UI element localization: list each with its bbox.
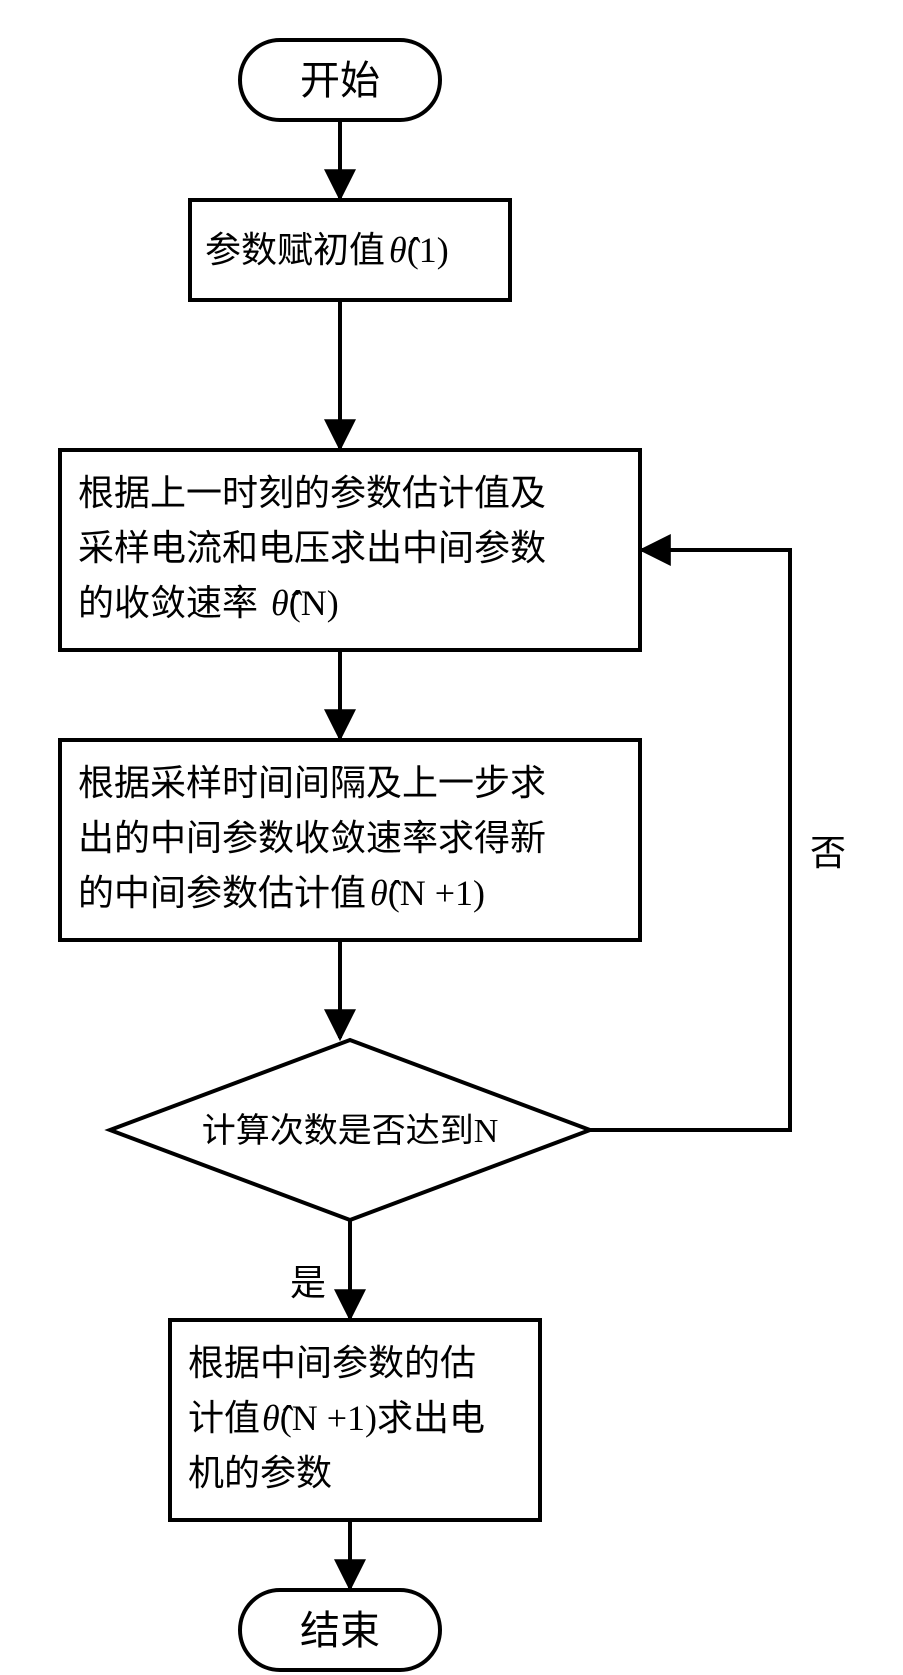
edge-decision-no xyxy=(590,550,790,1130)
node-update: 根据采样时间间隔及上一步求 出的中间参数收敛速率求得新 的中间参数估计值θ̂(N… xyxy=(60,740,640,940)
flowchart-svg: 开始 参数赋初值θ̂(1) 根据上一时刻的参数估计值及 采样电流和电压求出中间参… xyxy=(0,0,903,1675)
update-line1: 根据采样时间间隔及上一步求 xyxy=(78,763,546,803)
decision-label: 计算次数是否达到N xyxy=(202,1112,499,1150)
node-end: 结束 xyxy=(240,1590,440,1670)
result-line1: 根据中间参数的估 xyxy=(188,1343,476,1383)
node-rate: 根据上一时刻的参数估计值及 采样电流和电压求出中间参数 的收敛速率 θ̂̇(N) xyxy=(60,450,640,650)
node-init: 参数赋初值θ̂(1) xyxy=(190,200,510,300)
rate-line2: 采样电流和电压求出中间参数 xyxy=(78,528,546,568)
rate-line1: 根据上一时刻的参数估计值及 xyxy=(78,473,546,513)
rate-line3: 的收敛速率 θ̂̇(N) xyxy=(78,583,339,623)
result-line3: 机的参数 xyxy=(188,1453,332,1493)
update-line2: 出的中间参数收敛速率求得新 xyxy=(78,818,546,858)
label-no: 否 xyxy=(810,833,846,873)
result-line2: 计值θ̂(N +1)求出电 xyxy=(188,1398,485,1438)
end-label: 结束 xyxy=(300,1608,380,1653)
start-label: 开始 xyxy=(300,58,380,103)
node-decision: 计算次数是否达到N xyxy=(110,1040,590,1220)
label-yes: 是 xyxy=(290,1263,326,1303)
update-line3: 的中间参数估计值θ̂(N +1) xyxy=(78,873,485,913)
node-result: 根据中间参数的估 计值θ̂(N +1)求出电 机的参数 xyxy=(170,1320,540,1520)
node-start: 开始 xyxy=(240,40,440,120)
init-line1: 参数赋初值θ̂(1) xyxy=(205,230,449,270)
